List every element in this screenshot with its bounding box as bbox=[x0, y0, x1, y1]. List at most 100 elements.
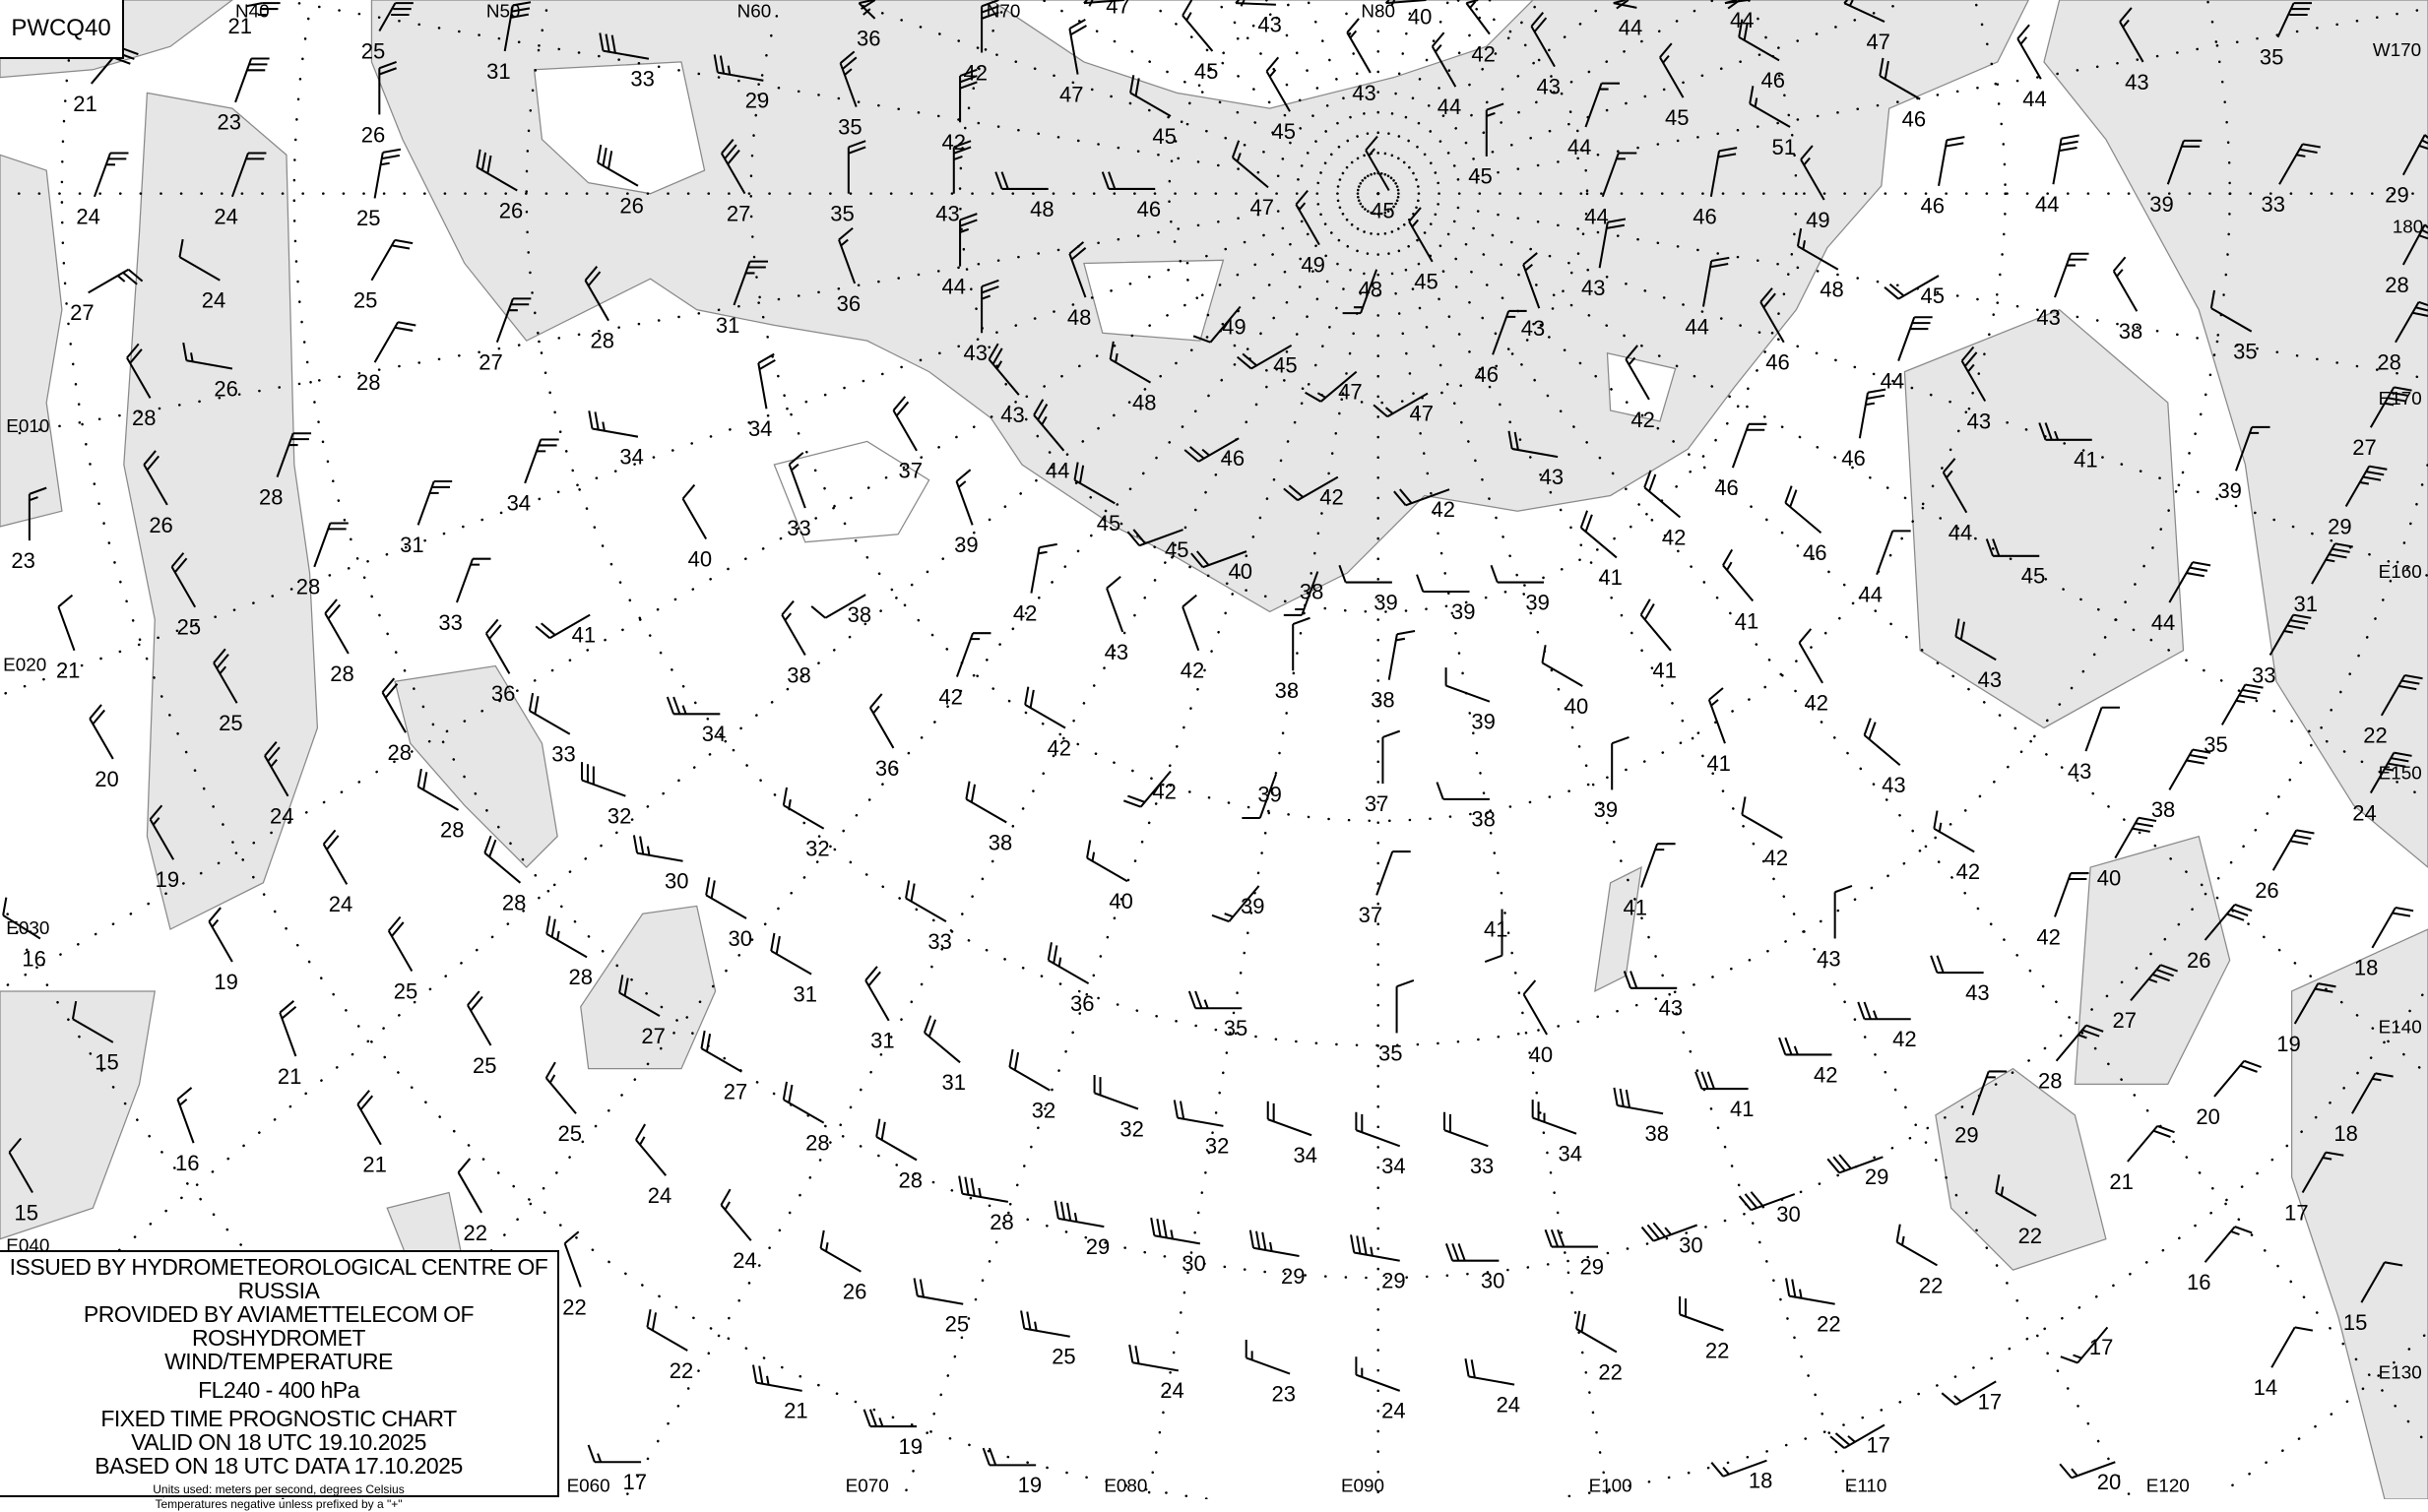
barb-feather bbox=[1382, 731, 1399, 737]
wind-barb bbox=[915, 1278, 964, 1303]
station: 38 bbox=[1614, 1088, 1669, 1146]
wind-barb bbox=[2053, 136, 2078, 185]
barb-feather bbox=[1858, 1002, 1864, 1019]
station: 34 bbox=[507, 440, 559, 516]
barb-feather bbox=[2153, 1131, 2170, 1137]
station: 43 bbox=[1625, 971, 1683, 1020]
station: 40 bbox=[1542, 645, 1588, 719]
barb-staff bbox=[771, 951, 811, 975]
wind-barb bbox=[1417, 575, 1469, 592]
barb-feather bbox=[1709, 688, 1723, 700]
temperature-label: 25 bbox=[558, 1121, 582, 1146]
wind-barb bbox=[589, 410, 638, 436]
station: 35 bbox=[1378, 980, 1414, 1065]
station: 20 bbox=[2060, 1462, 2121, 1494]
barb-feather bbox=[921, 1280, 924, 1297]
temperature-label: 42 bbox=[938, 684, 962, 709]
station: 20 bbox=[2196, 1061, 2261, 1129]
barb-half-feather bbox=[1225, 914, 1234, 916]
barb-half-feather bbox=[1848, 1436, 1855, 1442]
barb-staff bbox=[1542, 662, 1582, 686]
barb-feather bbox=[177, 1088, 191, 1100]
temperature-label: 29 bbox=[1954, 1123, 1978, 1148]
barb-staff bbox=[893, 410, 917, 451]
barb-staff bbox=[1087, 858, 1127, 882]
barb-half-feather bbox=[640, 1137, 645, 1145]
barb-staff bbox=[1789, 1296, 1834, 1304]
barb-feather bbox=[489, 840, 495, 856]
station: 42 bbox=[1799, 629, 1828, 716]
wind-barb bbox=[1151, 1218, 1200, 1243]
temperature-label: 30 bbox=[1182, 1251, 1205, 1276]
wind-barb bbox=[1709, 688, 1725, 743]
temperature-label: 28 bbox=[132, 406, 156, 430]
temperature-label: 43 bbox=[1882, 773, 1905, 797]
barb-staff bbox=[966, 799, 1006, 823]
station: 24 bbox=[1129, 1345, 1184, 1403]
barb-half-feather bbox=[1035, 1322, 1037, 1331]
barb-staff bbox=[865, 980, 889, 1021]
grid-label: E020 bbox=[3, 655, 46, 675]
barb-feather bbox=[1625, 971, 1630, 987]
barb-feather bbox=[2396, 908, 2413, 911]
station: 30 bbox=[634, 835, 689, 893]
legend-level: FL240 - 400 hPa bbox=[0, 1378, 557, 1402]
station: 34 bbox=[1533, 1100, 1582, 1166]
temperature-label: 42 bbox=[1319, 484, 1343, 509]
wind-barb bbox=[209, 908, 232, 962]
barb-staff bbox=[2114, 271, 2138, 311]
chart-code-box: PWCQ40 bbox=[0, 0, 124, 59]
temperature-label: 29 bbox=[1086, 1234, 1110, 1259]
temperature-label: 37 bbox=[1359, 903, 1382, 927]
station: 23 bbox=[1246, 1340, 1296, 1406]
wind-barb bbox=[371, 240, 413, 281]
wind-barb bbox=[1641, 844, 1676, 887]
barb-staff bbox=[1799, 643, 1822, 683]
temperature-label: 35 bbox=[838, 114, 862, 139]
station: 29 bbox=[1546, 1229, 1604, 1279]
barb-staff bbox=[457, 559, 473, 602]
barb-half-feather bbox=[767, 1376, 769, 1385]
wind-barb bbox=[1898, 317, 1933, 360]
barb-half-feather bbox=[1727, 562, 1732, 570]
station: 22 bbox=[1576, 1311, 1623, 1385]
temperature-label: 18 bbox=[2333, 1121, 2357, 1146]
wind-barb bbox=[865, 967, 889, 1021]
wind-barb bbox=[459, 1159, 482, 1213]
temperature-label: 26 bbox=[214, 376, 237, 401]
barb-feather bbox=[2157, 1126, 2174, 1132]
barb-feather bbox=[2240, 1066, 2257, 1072]
temperature-label: 39 bbox=[1241, 894, 1264, 918]
wind-barb bbox=[1524, 980, 1548, 1035]
barb-staff bbox=[1025, 705, 1065, 728]
station: 38 bbox=[782, 601, 811, 688]
wind-barb bbox=[876, 1119, 917, 1161]
barb-feather bbox=[1164, 1220, 1167, 1237]
wind-barb bbox=[1049, 942, 1089, 983]
barb-staff bbox=[357, 1104, 381, 1145]
wind-barb bbox=[957, 470, 973, 525]
temperature-label: 26 bbox=[2187, 948, 2210, 973]
temperature-label: 46 bbox=[1137, 197, 1161, 221]
wind-barb bbox=[1268, 1102, 1311, 1136]
temperature-label: 41 bbox=[2074, 448, 2097, 472]
barb-staff bbox=[1680, 1314, 1723, 1330]
temperature-label: 29 bbox=[1865, 1165, 1888, 1189]
wind-barb bbox=[2055, 873, 2089, 916]
station: 42 bbox=[1742, 796, 1788, 870]
wind-barb bbox=[525, 440, 559, 483]
barb-feather bbox=[959, 1176, 962, 1194]
temperature-label: 49 bbox=[1301, 252, 1324, 277]
temperature-label: 19 bbox=[2276, 1032, 2300, 1056]
temperature-label: 43 bbox=[1540, 465, 1564, 489]
temperature-label: 21 bbox=[278, 1064, 301, 1089]
barb-staff bbox=[1898, 317, 1914, 360]
barb-feather bbox=[972, 785, 975, 802]
barb-feather bbox=[1107, 577, 1120, 589]
temperature-label: 32 bbox=[1032, 1098, 1055, 1122]
barb-staff bbox=[1742, 815, 1782, 839]
wind-barb bbox=[1376, 851, 1411, 895]
temperature-label: 31 bbox=[486, 59, 510, 84]
temperature-label: 46 bbox=[1221, 446, 1245, 471]
barb-staff bbox=[1469, 1376, 1514, 1384]
